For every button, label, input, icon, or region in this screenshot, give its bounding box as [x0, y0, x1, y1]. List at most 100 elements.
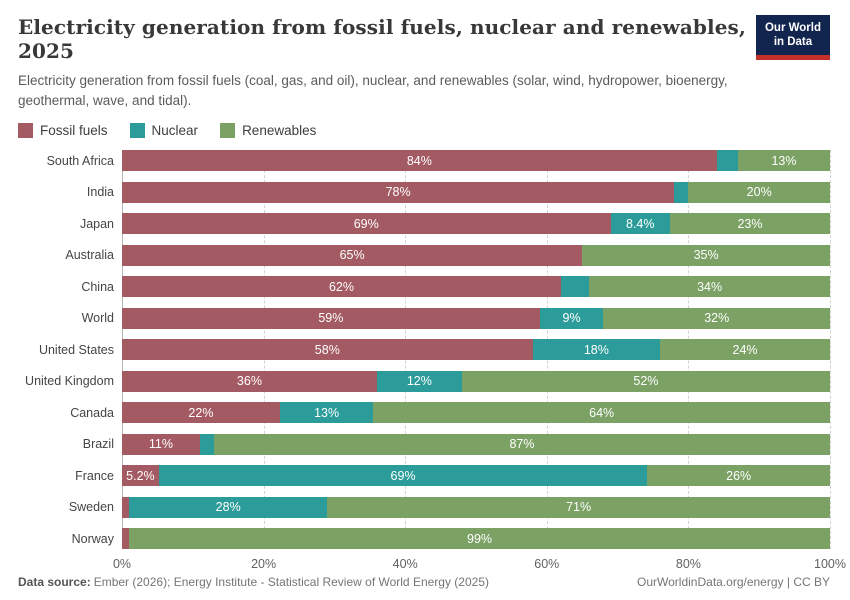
bar-row-japan: Japan 69% 8.4% 23%	[18, 213, 830, 235]
bar-segment-nuclear[interactable]: 8.4%	[610, 213, 670, 235]
x-axis-tick-label: 60%	[534, 557, 560, 572]
bar-segment-fossil-fuels[interactable]	[122, 496, 130, 518]
bar-segment-nuclear[interactable]: 12%	[376, 370, 462, 392]
stacked-bar: 65% 35%	[122, 244, 830, 266]
bar-segment-fossil-fuels[interactable]: 22%	[122, 402, 280, 424]
legend-swatch-fossil-fuels	[18, 123, 33, 139]
legend-label: Fossil fuels	[40, 123, 108, 139]
bar-segment-nuclear[interactable]: 13%	[279, 402, 374, 424]
bar-segment-fossil-fuels[interactable]	[122, 528, 130, 550]
bar-segment-renewables[interactable]: 64%	[373, 402, 830, 424]
bar-row-united-states: United States 58% 18% 24%	[18, 339, 830, 361]
data-source: Data source: Ember (2026); Energy Institu…	[18, 575, 489, 589]
owid-logo: Our World in Data	[755, 15, 830, 60]
country-label: France	[75, 468, 114, 483]
legend-item-renewables[interactable]: Renewables	[220, 123, 317, 139]
header: Electricity generation from fossil fuels…	[18, 13, 830, 110]
stacked-bar: 28% 71%	[122, 496, 830, 518]
bar-row-south-africa: South Africa 84% 13%	[18, 150, 830, 172]
bar-row-france: France 5.2% 69% 26%	[18, 465, 830, 487]
bar-row-brazil: Brazil 11% 87%	[18, 433, 830, 455]
country-label: Norway	[71, 531, 114, 546]
data-source-label: Data source:	[18, 575, 91, 590]
header-text: Electricity generation from fossil fuels…	[18, 13, 756, 110]
bar-segment-nuclear[interactable]	[716, 150, 738, 172]
bar-segment-fossil-fuels[interactable]: 58%	[122, 339, 533, 361]
bar-segment-nuclear[interactable]: 9%	[539, 307, 604, 329]
bar-row-sweden: Sweden 28% 71%	[18, 496, 830, 518]
bar-segment-fossil-fuels[interactable]: 36%	[122, 370, 377, 392]
stacked-bar: 84% 13%	[122, 150, 830, 172]
legend: Fossil fuels Nuclear Renewables	[18, 123, 830, 139]
bar-segment-fossil-fuels[interactable]: 78%	[122, 181, 675, 203]
bar-segment-nuclear[interactable]	[674, 181, 689, 203]
bar-segment-renewables[interactable]: 34%	[589, 276, 830, 298]
country-label: Sweden	[68, 500, 114, 515]
stacked-bar: 78% 20%	[122, 181, 830, 203]
x-axis-tick-label: 80%	[675, 557, 701, 572]
stacked-bar-chart: South Africa 84% 13% India 78% 20% Japan 69% 8.4…	[18, 150, 846, 575]
bar-segment-renewables[interactable]: 71%	[327, 496, 830, 518]
stacked-bar: 99%	[122, 528, 830, 550]
bar-segment-nuclear[interactable]: 18%	[532, 339, 661, 361]
credit-link[interactable]: OurWorldinData.org/energy | CC BY	[637, 575, 830, 590]
country-label: United States	[38, 342, 114, 357]
gridline	[830, 150, 831, 550]
bar-segment-renewables[interactable]: 32%	[603, 307, 830, 329]
bar-segment-renewables[interactable]: 99%	[129, 528, 830, 550]
bar-segment-renewables[interactable]: 24%	[660, 339, 830, 361]
stacked-bar: 59% 9% 32%	[122, 307, 830, 329]
bar-segment-nuclear[interactable]: 69%	[158, 465, 648, 487]
bar-segment-fossil-fuels[interactable]: 5.2%	[122, 465, 159, 487]
bar-segment-nuclear[interactable]	[560, 276, 590, 298]
bar-row-canada: Canada 22% 13% 64%	[18, 402, 830, 424]
country-label: Japan	[79, 216, 114, 231]
country-label: South Africa	[46, 153, 114, 168]
x-axis-tick-label: 100%	[814, 557, 846, 572]
bar-segment-fossil-fuels[interactable]: 59%	[122, 307, 540, 329]
bar-segment-renewables[interactable]: 13%	[737, 150, 830, 172]
country-label: United Kingdom	[25, 374, 114, 389]
legend-swatch-nuclear	[129, 123, 145, 139]
legend-item-fossil-fuels[interactable]: Fossil fuels	[18, 123, 108, 139]
country-label: Brazil	[82, 437, 114, 452]
bar-segment-renewables[interactable]: 23%	[669, 213, 830, 235]
stacked-bar: 5.2% 69% 26%	[122, 465, 830, 487]
stacked-bar: 11% 87%	[122, 433, 830, 455]
bar-segment-fossil-fuels[interactable]: 11%	[122, 433, 200, 455]
country-label: India	[86, 185, 114, 200]
x-axis: 0% 20% 40% 60% 80% 100%	[113, 557, 846, 575]
legend-label: Nuclear	[151, 123, 199, 139]
bar-row-united-kingdom: United Kingdom 36% 12% 52%	[18, 370, 830, 392]
bar-segment-fossil-fuels[interactable]: 65%	[122, 244, 583, 266]
bar-row-china: China 62% 34%	[18, 276, 830, 298]
bar-segment-renewables[interactable]: 52%	[461, 370, 830, 392]
legend-swatch-renewables	[220, 123, 236, 139]
chart-subtitle: Electricity generation from fossil fuels…	[18, 73, 728, 108]
bar-segment-renewables[interactable]: 35%	[582, 244, 830, 266]
bar-segment-nuclear[interactable]: 28%	[129, 496, 328, 518]
bar-segment-fossil-fuels[interactable]: 84%	[122, 150, 717, 172]
x-axis-tick-label: 0%	[112, 557, 132, 572]
bar-segment-nuclear[interactable]	[199, 433, 215, 455]
stacked-bar: 62% 34%	[122, 276, 830, 298]
country-label: Australia	[65, 248, 114, 263]
legend-item-nuclear[interactable]: Nuclear	[129, 123, 199, 139]
bar-rows: South Africa 84% 13% India 78% 20% Japan 69% 8.4…	[18, 150, 830, 550]
stacked-bar: 36% 12% 52%	[122, 370, 830, 392]
bar-segment-fossil-fuels[interactable]: 62%	[122, 276, 561, 298]
bar-row-australia: Australia 65% 35%	[18, 244, 830, 266]
bar-row-world: World 59% 9% 32%	[18, 307, 830, 329]
country-label: China	[81, 279, 114, 294]
stacked-bar: 69% 8.4% 23%	[122, 213, 830, 235]
bar-segment-renewables[interactable]: 20%	[688, 181, 830, 203]
logo-line-2: in Data	[773, 36, 813, 49]
logo-line-1: Our World	[764, 22, 821, 34]
x-axis-tick-label: 20%	[251, 557, 277, 572]
bar-segment-fossil-fuels[interactable]: 69%	[122, 213, 611, 235]
bar-segment-renewables[interactable]: 26%	[647, 465, 830, 487]
legend-label: Renewables	[242, 123, 317, 139]
bar-segment-renewables[interactable]: 87%	[214, 433, 830, 455]
x-axis-tick-label: 40%	[392, 557, 418, 572]
